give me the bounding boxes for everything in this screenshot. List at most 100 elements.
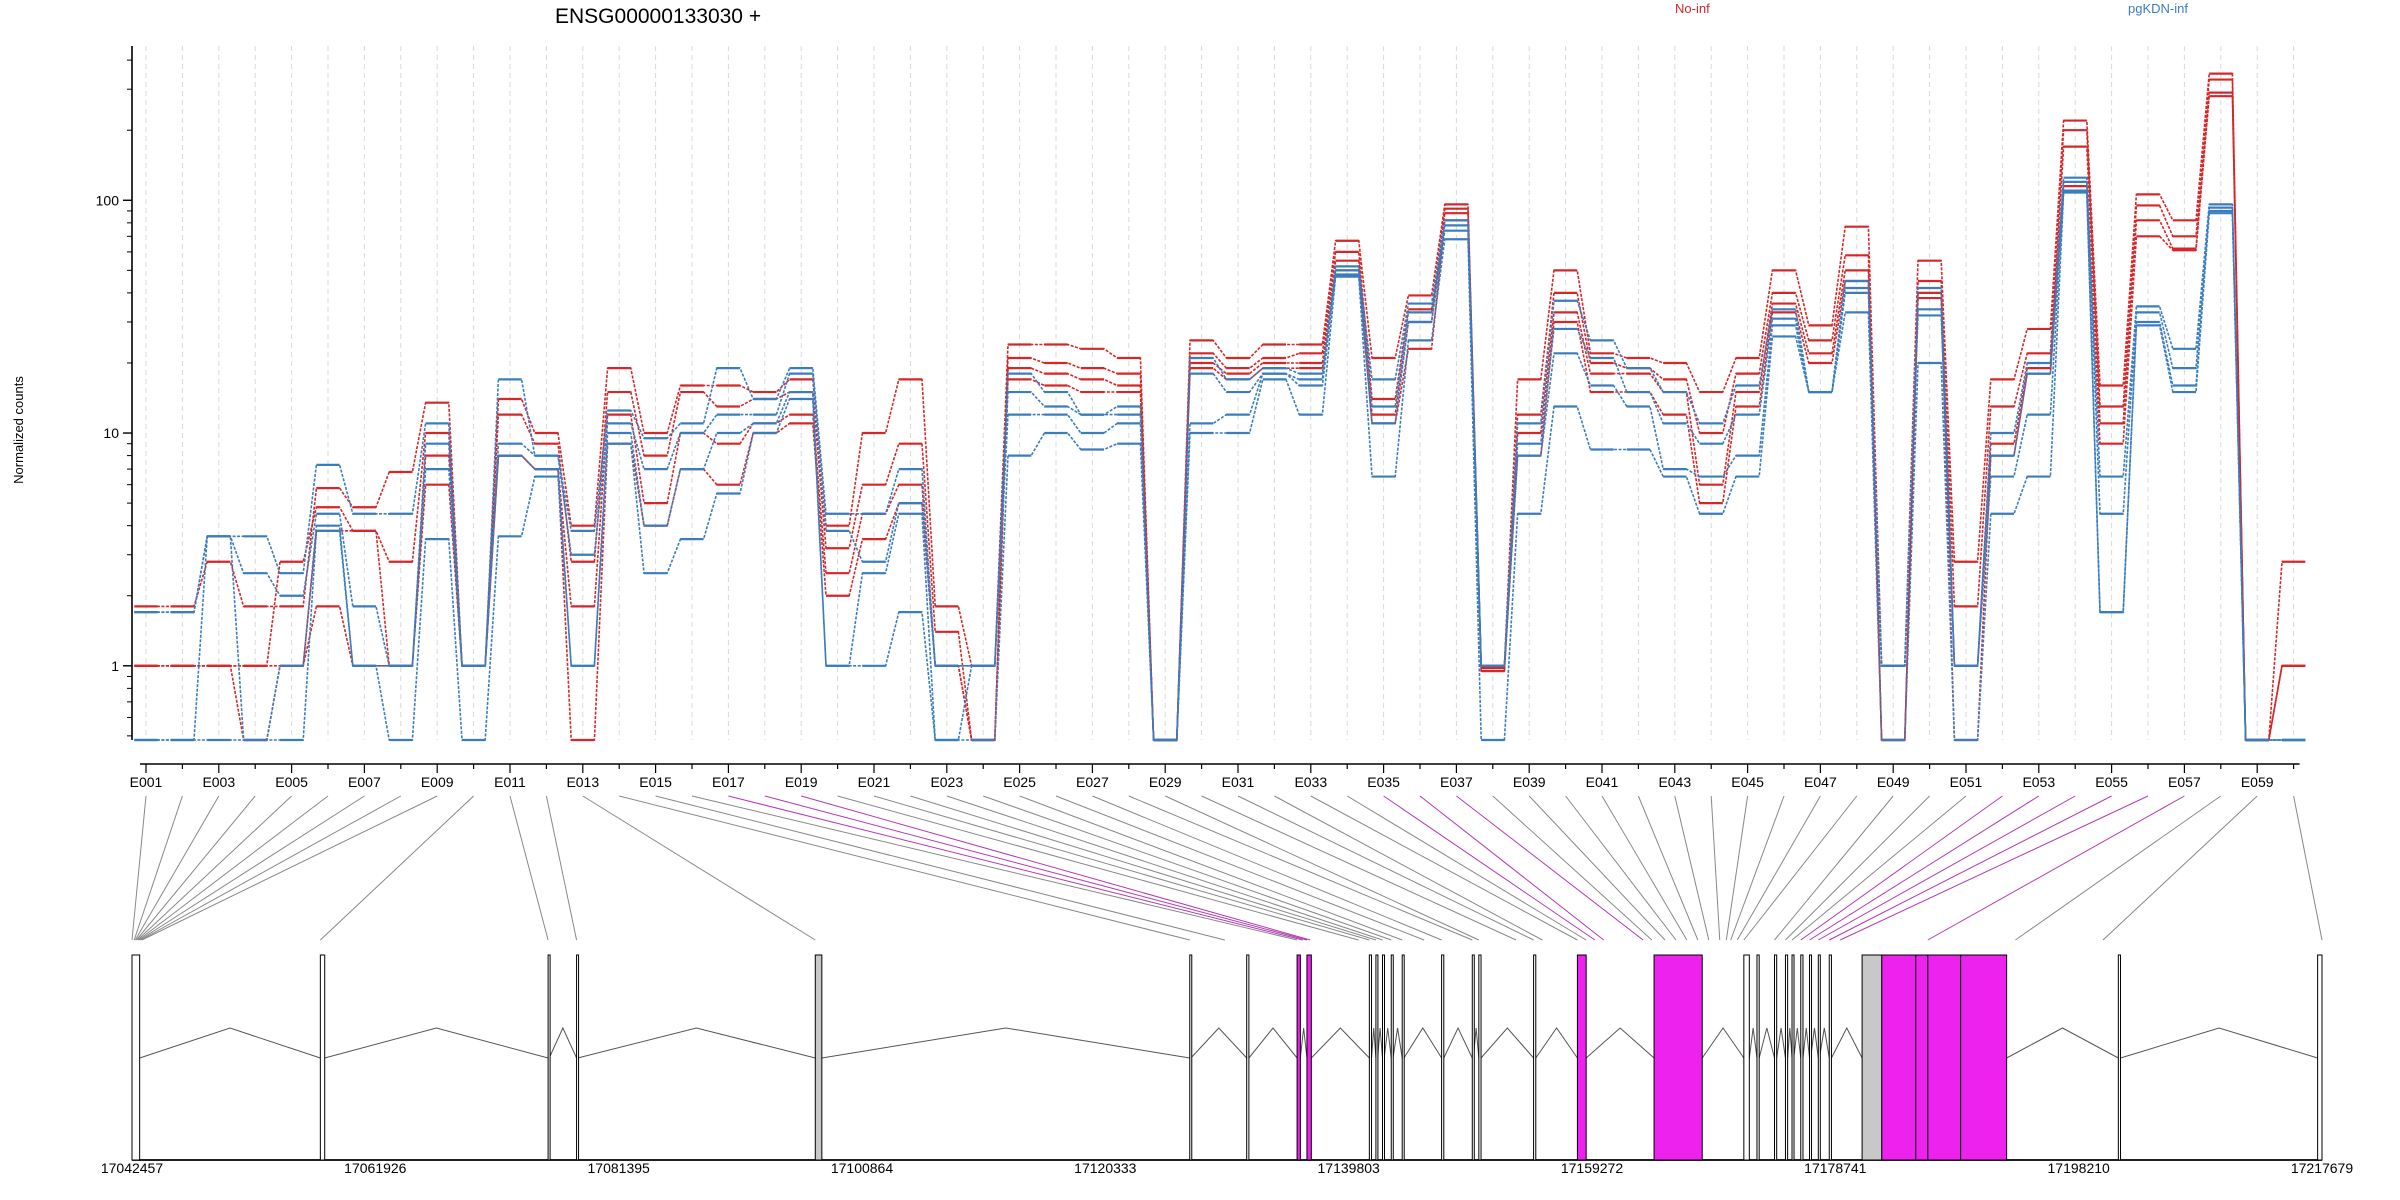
mapping-line-e022	[910, 795, 1377, 941]
mapping-line-e028	[1128, 795, 1473, 941]
x-tick-label-e057: E057	[2168, 774, 2201, 790]
exon-box-26	[1809, 954, 1813, 1161]
exon-box-20	[1743, 954, 1750, 1161]
legend-entry-pgkdn-inf: pgKDN-inf	[2128, 1, 2188, 16]
exon-box-0	[131, 954, 141, 1161]
y-axis-label: Normalized counts	[11, 376, 26, 484]
exon-box-13	[1401, 954, 1405, 1161]
x-tick-label-e003: E003	[202, 774, 235, 790]
mapping-line-e015	[655, 795, 1225, 941]
exon-box-11	[1381, 954, 1385, 1161]
x-tick-label-e031: E031	[1222, 774, 1255, 790]
y-tick-label-10: 10	[103, 425, 119, 441]
exon-box-14	[1441, 954, 1445, 1161]
exon-box-2	[547, 954, 551, 1161]
genomic-coordinate-label-17061926: 17061926	[344, 1160, 407, 1176]
exon-box-33	[1960, 954, 2008, 1161]
intron-connector	[1443, 1026, 1473, 1059]
intron-connector	[1535, 1027, 1578, 1059]
exon-box-30	[1881, 954, 1917, 1161]
genomic-coordinate-label-17081395: 17081395	[588, 1160, 651, 1176]
intron-connector	[1818, 1027, 1830, 1059]
x-tick-label-e007: E007	[348, 774, 381, 790]
intron-connector	[577, 1027, 816, 1059]
series-line-pgkdn-inf-5	[134, 181, 2306, 741]
exon-box-15	[1471, 954, 1475, 1161]
x-tick-label-e041: E041	[1586, 774, 1619, 790]
mapping-line-e029	[1164, 795, 1480, 941]
x-tick-label-e001: E001	[130, 774, 163, 790]
mapping-line-e056	[1839, 795, 2149, 941]
mapping-line-e036	[1419, 795, 1604, 941]
x-tick-label-e035: E035	[1367, 774, 1400, 790]
intron-connector	[1392, 1027, 1403, 1059]
gene-model-track: 17042457 17061926 17081395 17100864 17120333…	[101, 954, 2354, 1176]
intron-connector	[139, 1027, 321, 1059]
intron-connector	[1701, 1027, 1745, 1059]
intron-connector	[1371, 1027, 1377, 1059]
x-tick-label-e045: E045	[1731, 774, 1764, 790]
intron-connector	[1585, 1027, 1655, 1059]
mapping-line-e030	[1201, 795, 1517, 941]
exon-box-29	[1861, 954, 1883, 1161]
exon-box-3	[576, 954, 580, 1161]
intron-connector	[2006, 1027, 2119, 1059]
mapping-line-e011	[509, 795, 549, 941]
intron-connector	[1377, 1027, 1383, 1059]
x-tick-label-e049: E049	[1877, 774, 1910, 790]
exon-box-19	[1653, 954, 1703, 1161]
exon-box-5	[1189, 954, 1193, 1161]
mapping-line-e043	[1674, 795, 1710, 941]
intron-connector	[2120, 1027, 2318, 1059]
mapping-line-e014	[619, 795, 1190, 941]
exon-box-35	[2317, 954, 2323, 1161]
exon-box-31	[1915, 954, 1929, 1161]
x-tick-label-e029: E029	[1149, 774, 1182, 790]
exon-mapping-lines	[131, 795, 2323, 941]
exon-box-4	[814, 954, 823, 1161]
mapping-line-e051	[1791, 795, 1967, 941]
mapping-line-e001	[131, 795, 147, 941]
x-tick-label-e013: E013	[566, 774, 599, 790]
intron-connector	[1480, 1027, 1534, 1059]
mapping-line-e019	[801, 795, 1311, 941]
genomic-coordinate-label-17139803: 17139803	[1318, 1160, 1381, 1176]
mapping-line-e008	[140, 795, 402, 941]
intron-connector	[1758, 1027, 1775, 1059]
plot-area: 1 10 100 E001 E003 E005 E007 E009 E011 E013 E015 E0…	[96, 46, 2306, 790]
x-tick-label-e009: E009	[421, 774, 454, 790]
x-tick-label-e051: E051	[1950, 774, 1983, 790]
x-tick-label-e033: E033	[1294, 774, 1327, 790]
mapping-line-e031	[1237, 795, 1534, 941]
intron-connector	[1802, 1027, 1811, 1059]
mapping-line-e049	[1774, 795, 1894, 941]
mapping-line-e013	[582, 795, 816, 941]
x-tick-label-e043: E043	[1658, 774, 1691, 790]
intron-connector	[1787, 1027, 1793, 1059]
mapping-line-e004	[135, 795, 256, 941]
intron-connector	[1776, 1027, 1786, 1059]
x-tick-label-e021: E021	[858, 774, 891, 790]
genomic-coordinate-label-17217679: 17217679	[2291, 1160, 2354, 1176]
mapping-line-e016	[691, 795, 1298, 941]
y-tick-label-1: 1	[111, 658, 119, 674]
intron-connector	[324, 1027, 549, 1059]
exon-box-9	[1368, 954, 1373, 1161]
mapping-line-e040	[1565, 795, 1677, 941]
legend-entry-no-inf: No-inf	[1675, 1, 1710, 16]
mapping-line-e046	[1730, 795, 1785, 941]
exon-box-22	[1774, 954, 1778, 1161]
mapping-line-e053	[1809, 795, 2040, 941]
mapping-line-e024	[983, 795, 1392, 941]
x-tick-label-e037: E037	[1440, 774, 1473, 790]
exon-box-8	[1306, 954, 1312, 1161]
x-tick-label-e015: E015	[639, 774, 672, 790]
intron-connector	[1748, 1027, 1758, 1059]
mapping-line-e041	[1601, 795, 1688, 941]
exon-box-18	[1576, 954, 1587, 1161]
x-tick-label-e047: E047	[1804, 774, 1837, 790]
intron-connector	[1248, 1027, 1298, 1059]
exon-box-1	[319, 954, 326, 1161]
x-tick-label-e053: E053	[2022, 774, 2055, 790]
